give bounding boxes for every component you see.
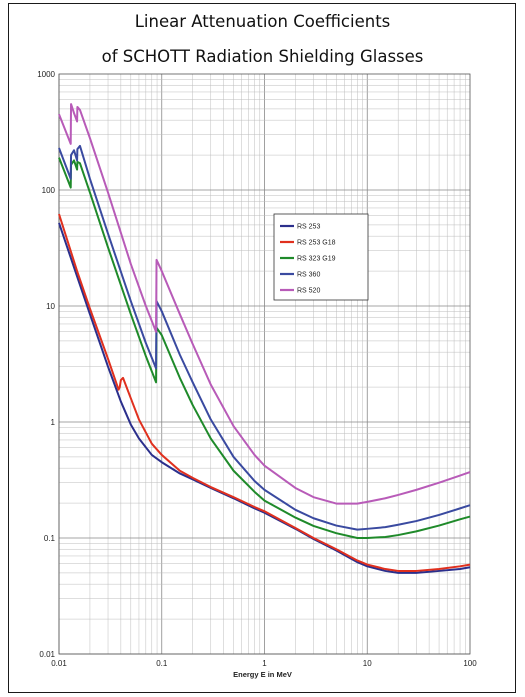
x-tick-label: 0.1 — [156, 659, 168, 668]
series-line — [58, 213, 471, 572]
figure-frame — [8, 3, 516, 693]
series-line — [58, 144, 471, 531]
chart-title-line-1: Linear Attenuation Coefficients — [134, 12, 391, 31]
x-tick-label: 100 — [463, 659, 477, 668]
legend-label: RS 323 G19 — [297, 256, 336, 263]
legend: RS 253 RS 253 G18 RS 323 G19 RS 360 RS 520 — [273, 213, 369, 301]
grid — [58, 74, 470, 655]
series-line — [58, 103, 471, 505]
y-tick-label: 1 — [51, 418, 56, 427]
y-tick-label: 1000 — [37, 70, 55, 79]
series-lines — [58, 103, 471, 574]
x-tick-label: 1 — [262, 659, 267, 668]
legend-label: RS 253 — [297, 224, 320, 231]
x-axis-label: Energy E in MeV — [233, 670, 292, 679]
plot-area — [58, 73, 471, 655]
chart-title-line-2: of SCHOTT Radiation Shielding Glasses — [101, 47, 424, 66]
legend-label: RS 253 G18 — [297, 240, 336, 247]
y-tick-label: 0.1 — [44, 534, 56, 543]
y-tick-label: 100 — [42, 186, 56, 195]
y-tick-label: 10 — [46, 302, 55, 311]
legend-label: RS 360 — [297, 272, 320, 279]
y-tick-label: 0.01 — [39, 650, 55, 659]
x-tick-label: 0.01 — [51, 659, 67, 668]
series-line — [58, 222, 471, 574]
tick-labels: 0.01 0.1 1 10 100 1000 100 10 1 0.1 0.01 — [37, 70, 477, 668]
legend-label: RS 520 — [297, 288, 320, 295]
x-tick-label: 10 — [363, 659, 372, 668]
series-line — [58, 157, 471, 539]
